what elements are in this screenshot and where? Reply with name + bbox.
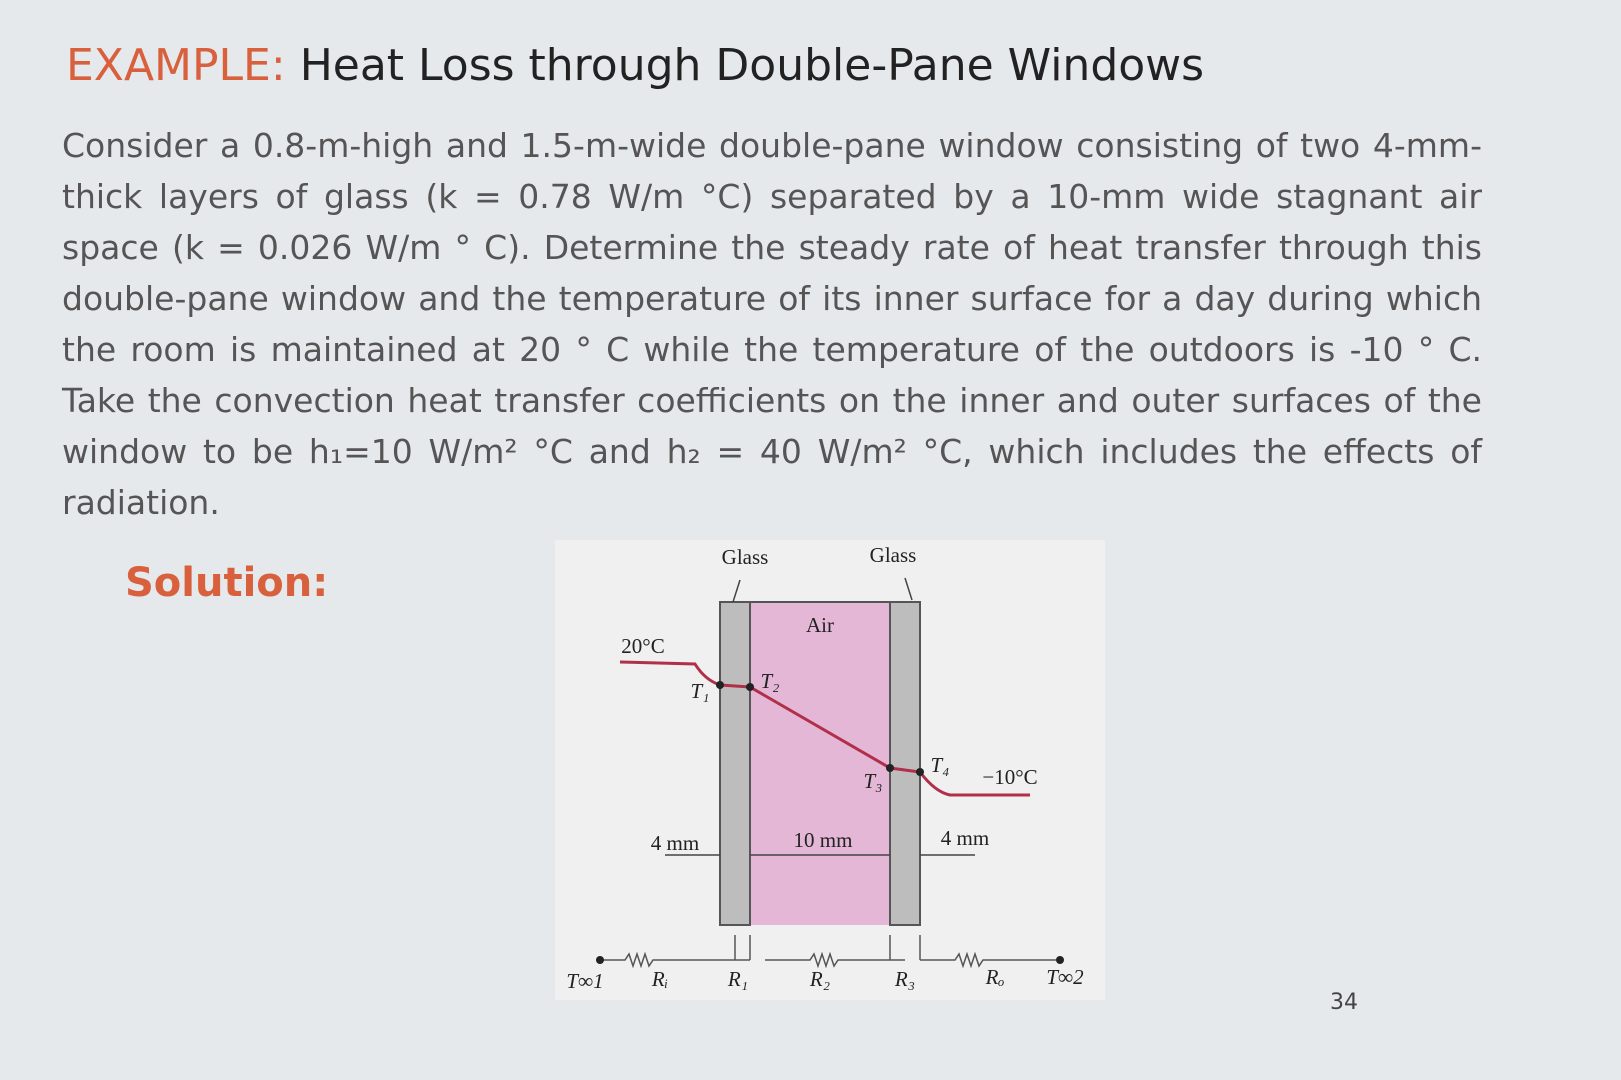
label: 4 mm xyxy=(651,831,699,855)
label: R₃ xyxy=(894,967,915,991)
label: Air xyxy=(806,613,834,637)
title: EXAMPLE: Heat Loss through Double-Pane W… xyxy=(66,40,1204,91)
title-prefix: EXAMPLE: xyxy=(66,40,286,91)
label: T∞1 xyxy=(566,969,603,993)
page-number: 34 xyxy=(1330,990,1358,1015)
problem-text: Consider a 0.8-m-high and 1.5-m-wide dou… xyxy=(62,126,1482,522)
solution-label: Solution: xyxy=(125,560,329,606)
label: Glass xyxy=(870,543,917,567)
label: 4 mm xyxy=(941,826,989,850)
label: T₃ xyxy=(864,769,883,793)
figure: Glass Glass Air 20°C T₁ T₂ T₃ T₄ −10°C 4… xyxy=(555,540,1105,1000)
label: 10 mm xyxy=(794,828,853,852)
label: R₁ xyxy=(727,967,748,991)
label: R₂ xyxy=(809,967,830,991)
label: Rᵢ xyxy=(651,967,668,991)
label: 20°C xyxy=(621,634,664,658)
label: T₄ xyxy=(931,753,950,777)
label: Glass xyxy=(722,545,769,569)
label: T₂ xyxy=(761,669,780,693)
label: T₁ xyxy=(691,679,710,703)
label: −10°C xyxy=(982,765,1037,789)
title-text: Heat Loss through Double-Pane Windows xyxy=(299,40,1205,91)
label: Rₒ xyxy=(985,965,1005,989)
label: T∞2 xyxy=(1046,965,1084,989)
